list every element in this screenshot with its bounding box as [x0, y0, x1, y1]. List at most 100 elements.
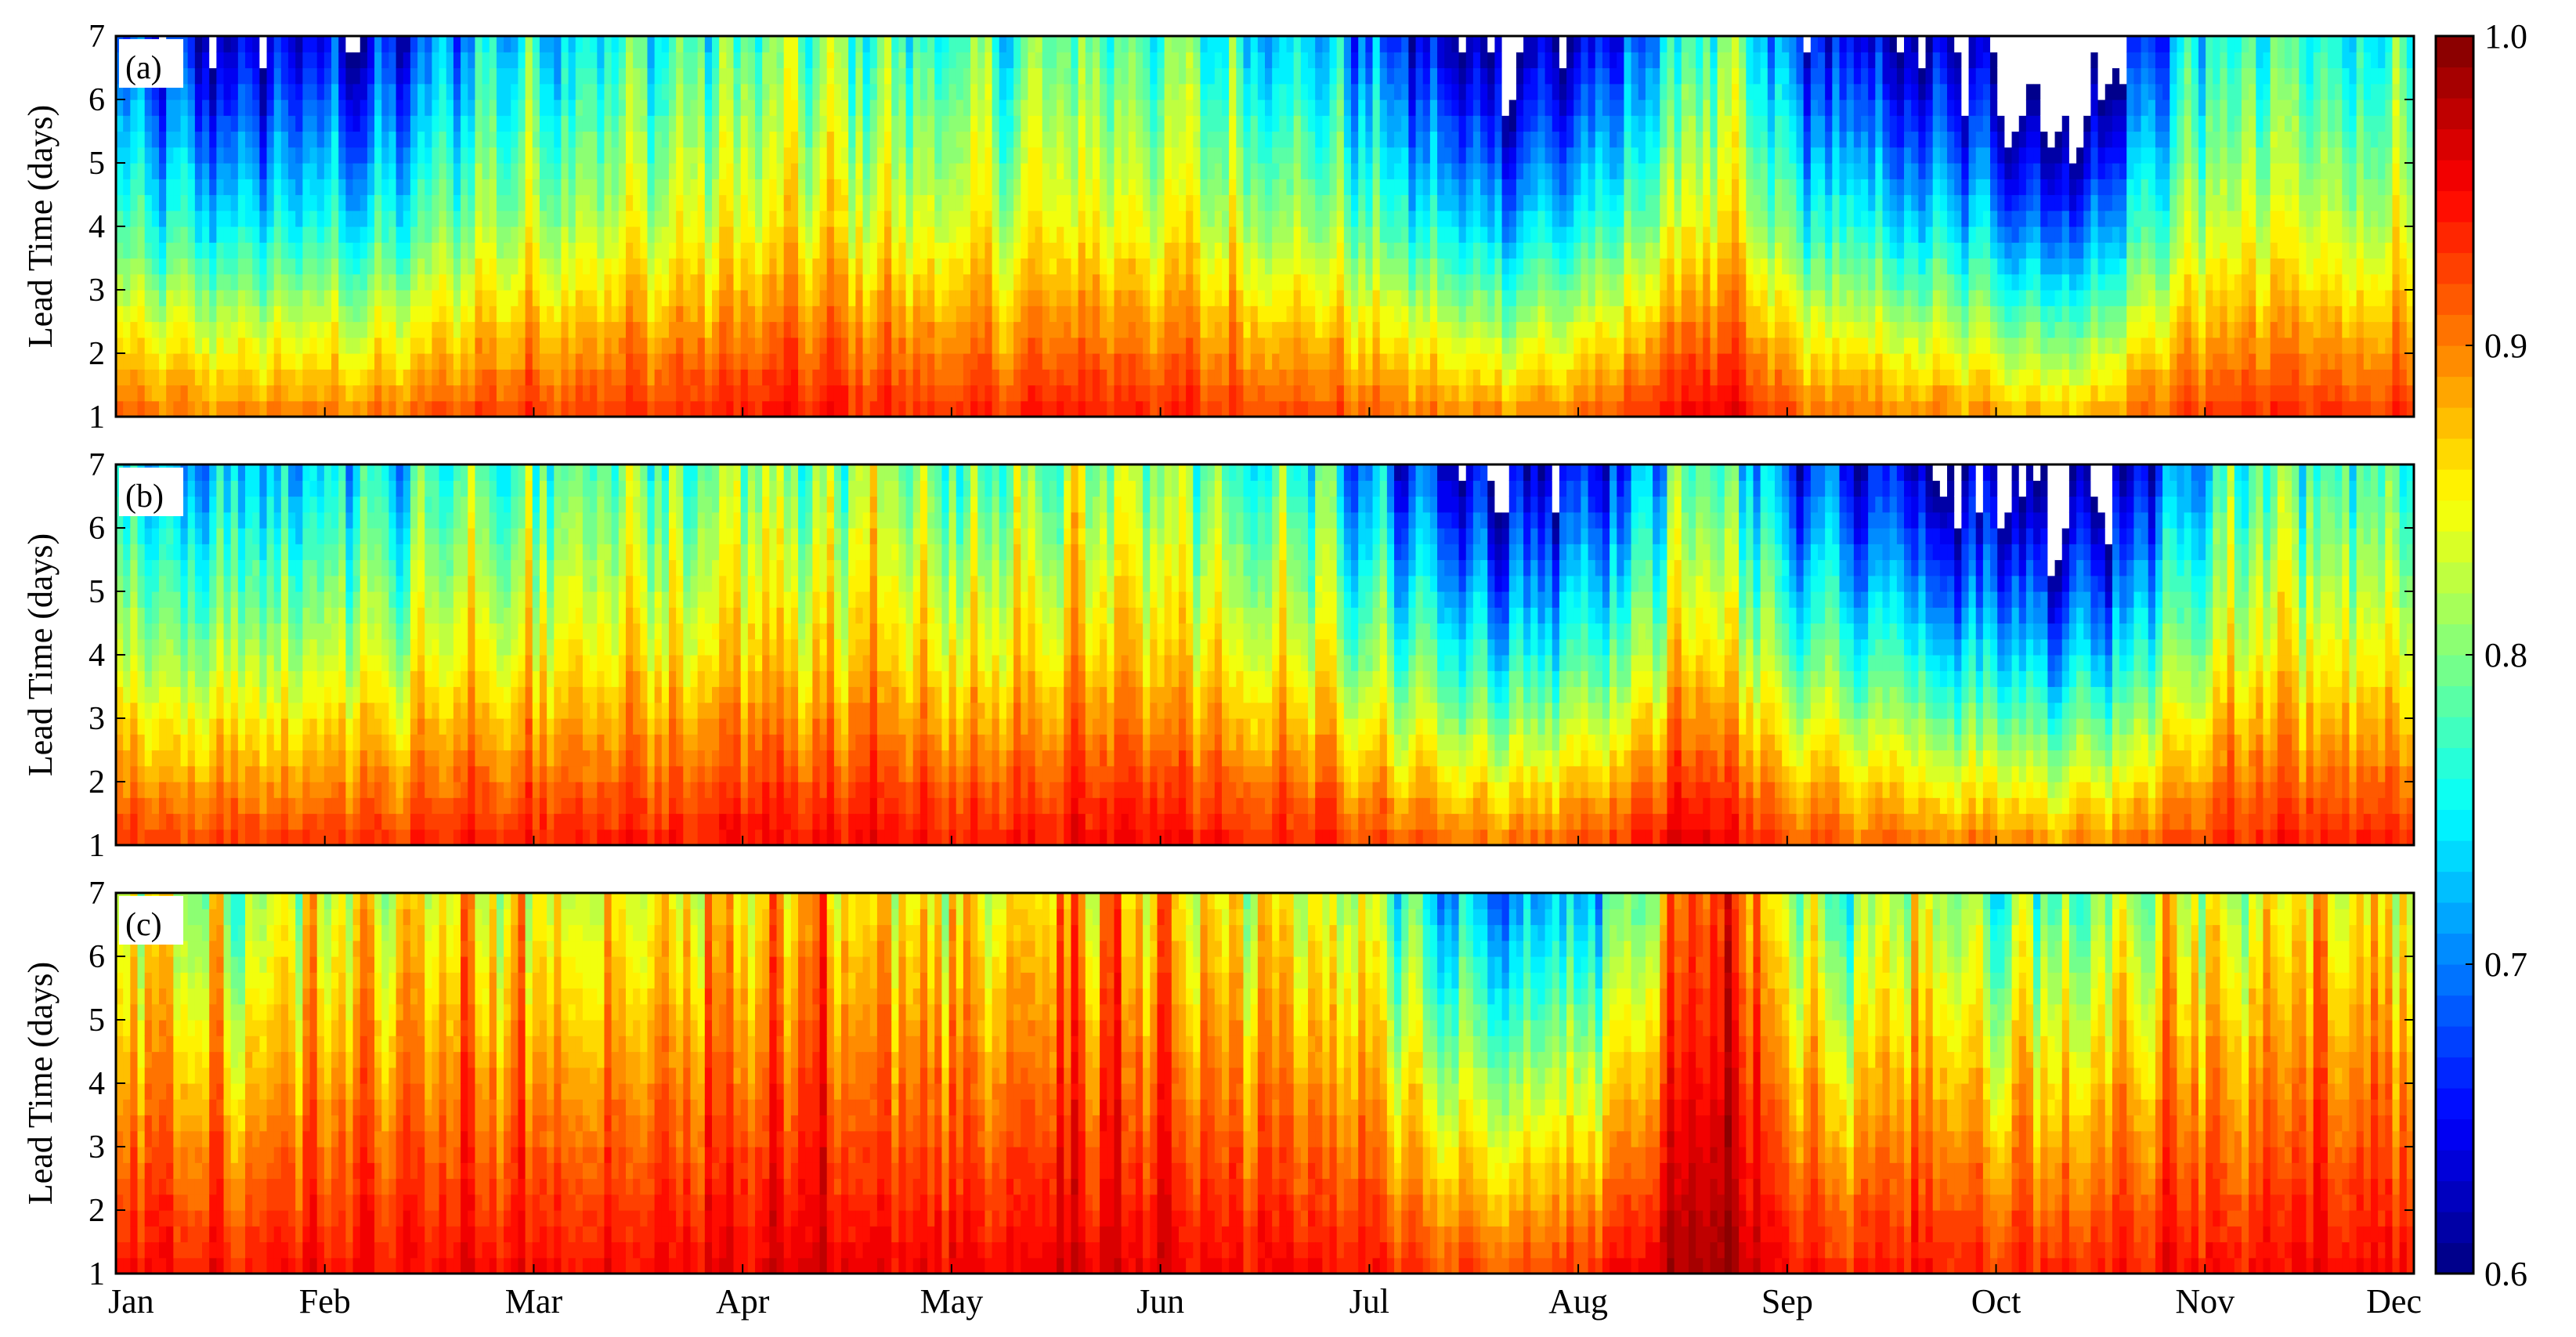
heatmap-cell — [1552, 242, 1560, 259]
heatmap-cell — [482, 67, 490, 85]
heatmap-cell — [259, 36, 268, 52]
heatmap-cell — [388, 36, 397, 52]
heatmap-cell — [1458, 400, 1467, 417]
heatmap-cell — [755, 369, 763, 386]
heatmap-cell — [1064, 321, 1072, 338]
heatmap-cell — [1602, 353, 1610, 370]
heatmap-cell — [1379, 321, 1388, 338]
heatmap-cell — [180, 353, 189, 370]
heatmap-cell — [934, 400, 943, 417]
heatmap-cell — [1221, 67, 1230, 85]
heatmap-cell — [367, 400, 375, 417]
heatmap-cell — [302, 400, 311, 417]
heatmap-cell — [676, 337, 684, 354]
heatmap-cell — [941, 369, 950, 386]
heatmap-cell — [1394, 115, 1402, 132]
heatmap-cell — [1401, 115, 1409, 132]
heatmap-cell — [1394, 163, 1402, 179]
heatmap-cell — [288, 163, 296, 179]
heatmap-cell — [862, 369, 871, 386]
heatmap-cell — [1042, 385, 1050, 402]
heatmap-cell — [223, 369, 232, 386]
heatmap-cell — [1078, 115, 1086, 132]
heatmap-cell — [1523, 226, 1531, 243]
heatmap-cell — [790, 99, 799, 116]
heatmap-cell — [1315, 273, 1323, 291]
heatmap-cell — [1329, 400, 1338, 417]
heatmap-cell — [345, 210, 354, 227]
heatmap-cell — [1566, 242, 1574, 259]
heatmap-cell — [1042, 115, 1050, 132]
heatmap-cell — [668, 36, 677, 52]
heatmap-cell — [396, 163, 404, 179]
heatmap-cell — [1315, 99, 1323, 116]
heatmap-cell — [1315, 400, 1323, 417]
heatmap-cell — [604, 400, 612, 417]
heatmap-cell — [166, 305, 174, 323]
heatmap-cell — [1451, 179, 1460, 196]
heatmap-cell — [661, 321, 670, 338]
heatmap-cell — [1193, 83, 1201, 100]
heatmap-cell — [1458, 146, 1467, 164]
heatmap-cell — [468, 67, 476, 85]
heatmap-cell — [266, 83, 275, 100]
heatmap-cell — [798, 400, 806, 417]
heatmap-cell — [747, 99, 756, 116]
heatmap-cell — [755, 99, 763, 116]
heatmap-cell — [884, 67, 892, 85]
heatmap-cell — [1257, 67, 1266, 85]
heatmap-cell — [647, 131, 656, 148]
heatmap-cell — [1408, 273, 1417, 291]
heatmap-cell — [884, 99, 892, 116]
heatmap-cell — [194, 226, 203, 243]
heatmap-cell — [934, 52, 943, 69]
heatmap-cell — [1322, 131, 1331, 148]
heatmap-cell — [1537, 385, 1546, 402]
heatmap-cell — [496, 99, 504, 116]
heatmap-cell — [1451, 400, 1460, 417]
heatmap-cell — [647, 321, 656, 338]
heatmap-cell — [590, 321, 598, 338]
heatmap-cell — [697, 385, 706, 402]
heatmap-cell — [1100, 385, 1107, 402]
heatmap-cell — [338, 321, 346, 338]
heatmap-cell — [532, 194, 540, 211]
heatmap-cell — [1480, 305, 1488, 323]
heatmap-cell — [833, 115, 842, 132]
heatmap-cell — [1516, 353, 1524, 370]
heatmap-cell — [468, 290, 476, 306]
heatmap-cell — [295, 385, 303, 402]
heatmap-cell — [151, 353, 160, 370]
heatmap-cell — [1071, 36, 1079, 52]
heatmap-cell — [1028, 210, 1036, 227]
heatmap-cell — [912, 321, 921, 338]
heatmap-cell — [1107, 321, 1115, 338]
heatmap-cell — [166, 226, 174, 243]
heatmap-cell — [309, 273, 318, 291]
heatmap-cell — [941, 99, 950, 116]
heatmap-cell — [855, 83, 864, 100]
heatmap-cell — [1028, 83, 1036, 100]
heatmap-cell — [1343, 369, 1352, 386]
heatmap-cell — [1279, 210, 1288, 227]
heatmap-cell — [202, 353, 210, 370]
heatmap-cell — [266, 226, 275, 243]
heatmap-cell — [323, 242, 332, 259]
heatmap-cell — [453, 305, 461, 323]
heatmap-cell — [194, 305, 203, 323]
heatmap-cell — [661, 131, 670, 148]
heatmap-cell — [1229, 163, 1237, 179]
heatmap-cell — [532, 99, 540, 116]
heatmap-cell — [1193, 194, 1201, 211]
heatmap-cell — [1573, 337, 1582, 354]
heatmap-cell — [410, 115, 418, 132]
heatmap-cell — [826, 369, 835, 386]
heatmap-cell — [1530, 163, 1539, 179]
heatmap-cell — [518, 131, 526, 148]
heatmap-cell — [123, 194, 131, 211]
heatmap-cell — [740, 115, 749, 132]
heatmap-cell — [1128, 400, 1136, 417]
heatmap-cell — [1085, 67, 1093, 85]
heatmap-cell — [755, 194, 763, 211]
heatmap-cell — [1487, 273, 1495, 291]
